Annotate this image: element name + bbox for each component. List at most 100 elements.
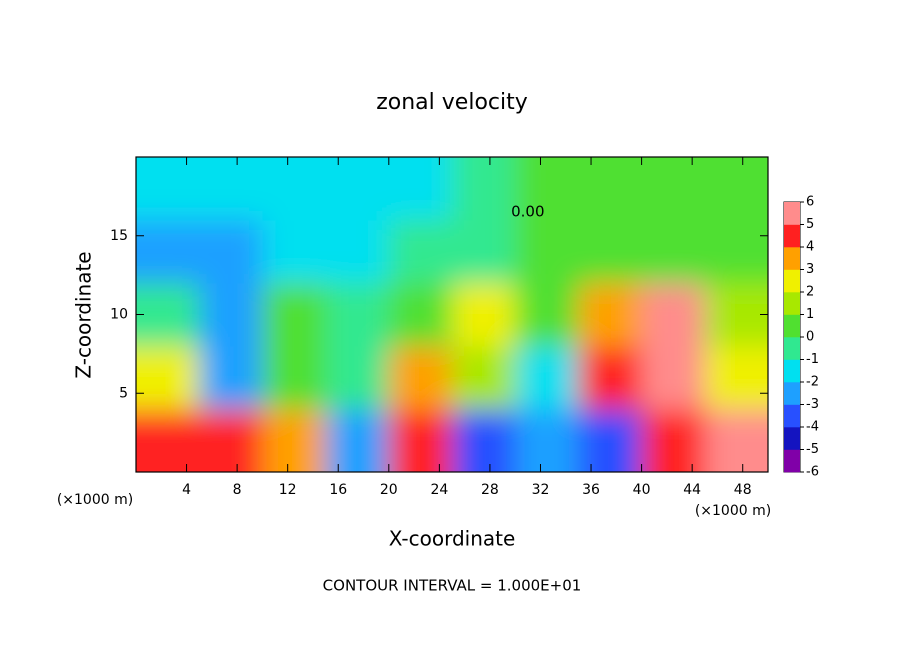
colorbar-swatch xyxy=(784,269,800,293)
colorbar-tick-label: -5 xyxy=(806,442,819,457)
heatmap-cell xyxy=(452,283,516,347)
heatmap-cell xyxy=(578,346,643,410)
heatmap-cell xyxy=(325,157,390,221)
heatmap-cell xyxy=(641,220,706,284)
heatmap-cell xyxy=(325,220,390,284)
heatmap-cell xyxy=(515,220,579,284)
x-tick-label: 20 xyxy=(380,482,398,498)
annotation: CONTOUR INTERVAL = 1.000E+01 xyxy=(323,577,582,595)
y-axis-label: Z-coordinate xyxy=(72,251,96,378)
heatmap-cell xyxy=(704,220,768,284)
heatmap-cell xyxy=(199,283,263,347)
heatmap-cell xyxy=(641,409,706,472)
x-tick-label: 28 xyxy=(481,482,499,498)
heatmap-cell xyxy=(136,409,200,472)
colorbar-tick-label: 5 xyxy=(806,217,814,232)
colorbar-tick-label: 6 xyxy=(806,195,814,210)
x-axis-label: X-coordinate xyxy=(389,527,516,551)
heatmap-cell xyxy=(452,220,516,284)
heatmap-cell xyxy=(452,409,516,472)
colorbar-tick-label: 3 xyxy=(806,262,814,277)
heatmap-cell xyxy=(262,220,327,284)
heatmap-cell xyxy=(515,409,579,472)
heatmap-cell xyxy=(578,157,643,221)
heatmap-cell xyxy=(515,157,579,221)
colorbar-tick-label: 1 xyxy=(806,307,814,322)
colorbar-swatch xyxy=(784,382,800,405)
heatmap-cell xyxy=(136,220,200,284)
chart-title: zonal velocity xyxy=(376,90,528,115)
colorbar-tick-label: 0 xyxy=(806,330,814,345)
colorbar-tick-label: -3 xyxy=(806,397,819,412)
colorbar-swatch xyxy=(784,202,800,225)
heatmap-cell xyxy=(704,346,768,410)
colorbar-swatch xyxy=(784,314,800,338)
heatmap-cell xyxy=(136,283,200,347)
colorbar-tick-label: -4 xyxy=(806,420,819,435)
contour-label: 0.00 xyxy=(511,203,544,221)
colorbar-tick-label: 4 xyxy=(806,240,814,255)
heatmap-cell xyxy=(199,220,263,284)
heatmap-cell xyxy=(704,283,768,347)
heatmap-cell xyxy=(262,283,327,347)
heatmap-cell xyxy=(136,157,200,221)
heatmap-cell xyxy=(388,157,453,221)
x-tick-label: 48 xyxy=(734,482,752,498)
heatmap-cell xyxy=(388,346,453,410)
heatmap-cell xyxy=(641,157,706,221)
heatmap-cell xyxy=(704,157,768,221)
y-tick-label: 15 xyxy=(110,228,128,244)
colorbar-swatch xyxy=(784,359,800,383)
heatmap-cell xyxy=(704,409,768,472)
heatmap-cell xyxy=(262,409,327,472)
heatmap-cell xyxy=(452,346,516,410)
heatmap-cell xyxy=(452,157,516,221)
heatmap xyxy=(136,157,768,472)
colorbar-tick-label: -6 xyxy=(806,465,819,480)
y-tick-label: 10 xyxy=(110,307,128,323)
colorbar-swatch xyxy=(784,404,800,428)
heatmap-cell xyxy=(515,283,579,347)
heatmap-cell xyxy=(578,283,643,347)
heatmap-cell xyxy=(388,409,453,472)
colorbar-swatch xyxy=(784,224,800,248)
y-tick-label: 5 xyxy=(119,385,128,401)
x-tick-label: 36 xyxy=(582,482,600,498)
x-unit-right: (×1000 m) xyxy=(695,503,771,519)
colorbar-swatch xyxy=(784,427,800,450)
x-tick-label: 12 xyxy=(279,482,297,498)
x-tick-label: 32 xyxy=(532,482,550,498)
heatmap-cell xyxy=(515,346,579,410)
x-unit-left: (×1000 m) xyxy=(57,492,133,508)
colorbar-swatch xyxy=(784,337,800,360)
x-tick-label: 16 xyxy=(329,482,347,498)
heatmap-cell xyxy=(325,409,390,472)
heatmap-cell xyxy=(641,346,706,410)
colorbar-tick-label: -1 xyxy=(806,352,819,367)
x-tick-label: 24 xyxy=(430,482,448,498)
x-tick-label: 4 xyxy=(182,482,191,498)
heatmap-cell xyxy=(262,346,327,410)
colorbar-swatch xyxy=(784,449,800,473)
heatmap-cells xyxy=(136,157,768,472)
heatmap-cell xyxy=(641,283,706,347)
heatmap-cell xyxy=(325,346,390,410)
heatmap-cell xyxy=(388,283,453,347)
heatmap-cell xyxy=(199,346,263,410)
colorbar-tick-label: -2 xyxy=(806,375,819,390)
colorbar-tick-label: 2 xyxy=(806,285,814,300)
heatmap-cell xyxy=(199,409,263,472)
heatmap-cell xyxy=(578,409,643,472)
colorbar-swatch xyxy=(784,292,800,315)
colorbar-swatch xyxy=(784,247,800,270)
x-tick-label: 40 xyxy=(633,482,651,498)
heatmap-cell xyxy=(325,283,390,347)
heatmap-cell xyxy=(262,157,327,221)
x-tick-label: 8 xyxy=(233,482,242,498)
x-tick-label: 44 xyxy=(683,482,701,498)
heatmap-cell xyxy=(388,220,453,284)
heatmap-cell xyxy=(578,220,643,284)
heatmap-cell xyxy=(136,346,200,410)
heatmap-cell xyxy=(199,157,263,221)
